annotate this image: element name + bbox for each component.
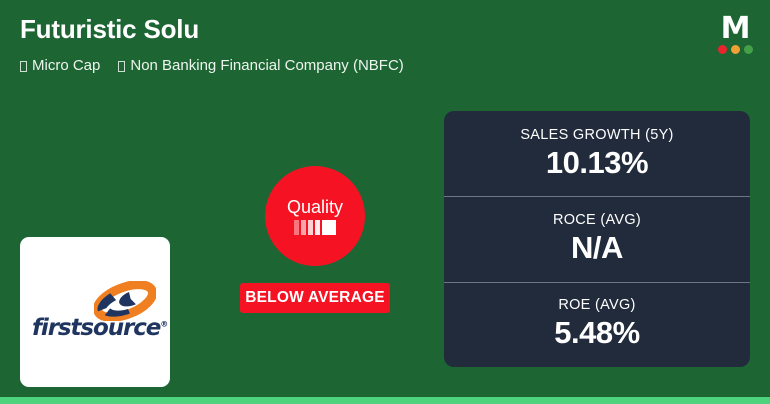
quality-bar-segment-3: [308, 219, 313, 235]
company-logo-image: firstsource®: [20, 237, 170, 387]
metric-row-roce: ROCE (AVG) N/A: [444, 196, 750, 281]
quality-bar-meter: [294, 219, 336, 235]
meta-item-market-cap: Micro Cap: [20, 57, 100, 74]
brand-logo: M: [708, 8, 762, 62]
metric-value-sales-growth: 10.13%: [545, 144, 649, 180]
company-wordmark: firstsource®: [32, 315, 168, 341]
registered-trademark-icon: ®: [160, 319, 169, 329]
quality-score-block: Quality BELOW AVERAGE: [240, 166, 390, 313]
quality-rating-badge: BELOW AVERAGE: [240, 283, 390, 313]
company-logo-card: firstsource®: [20, 237, 170, 387]
bottom-accent-strip: [0, 397, 770, 404]
quality-bar-segment-2: [301, 219, 306, 235]
card-header: Futuristic Solu Micro Cap Non Banking Fi…: [0, 0, 770, 96]
quality-bar-segment-4: [315, 219, 320, 235]
page-title: Futuristic Solu: [20, 14, 200, 44]
quality-score-circle: Quality: [265, 166, 365, 266]
brand-dots: [717, 45, 753, 54]
metric-value-roce: N/A: [571, 229, 623, 265]
metric-row-roe: ROE (AVG) 5.48%: [444, 281, 750, 367]
brand-monogram: M: [720, 11, 751, 46]
red-dot-icon: [717, 45, 727, 54]
company-meta-row: Micro Cap Non Banking Financial Company …: [20, 57, 404, 74]
metric-row-sales-growth: SALES GROWTH (5Y) 10.13%: [444, 111, 750, 196]
quality-bar-segment-5: [322, 219, 336, 235]
green-dot-icon: [743, 45, 753, 54]
meta-item-sector: Non Banking Financial Company (NBFC): [118, 57, 404, 74]
metric-label-roce: ROCE (AVG): [552, 211, 642, 228]
metric-label-sales-growth: SALES GROWTH (5Y): [520, 126, 674, 143]
missing-glyph-box-icon: [118, 61, 126, 72]
metric-label-roe: ROE (AVG): [558, 297, 636, 314]
amber-dot-icon: [730, 45, 740, 54]
metric-value-roe: 5.48%: [554, 315, 640, 351]
quality-label: Quality: [286, 196, 344, 217]
firstsource-swoosh-icon: [94, 281, 156, 321]
company-wordmark-text: firstsource: [32, 315, 161, 341]
meta-label-market-cap: Micro Cap: [32, 57, 101, 74]
missing-glyph-box-icon: [20, 61, 27, 72]
meta-label-sector: Non Banking Financial Company (NBFC): [130, 57, 404, 74]
quality-bar-segment-1: [294, 219, 299, 235]
key-metrics-panel: SALES GROWTH (5Y) 10.13% ROCE (AVG) N/A …: [444, 111, 750, 367]
